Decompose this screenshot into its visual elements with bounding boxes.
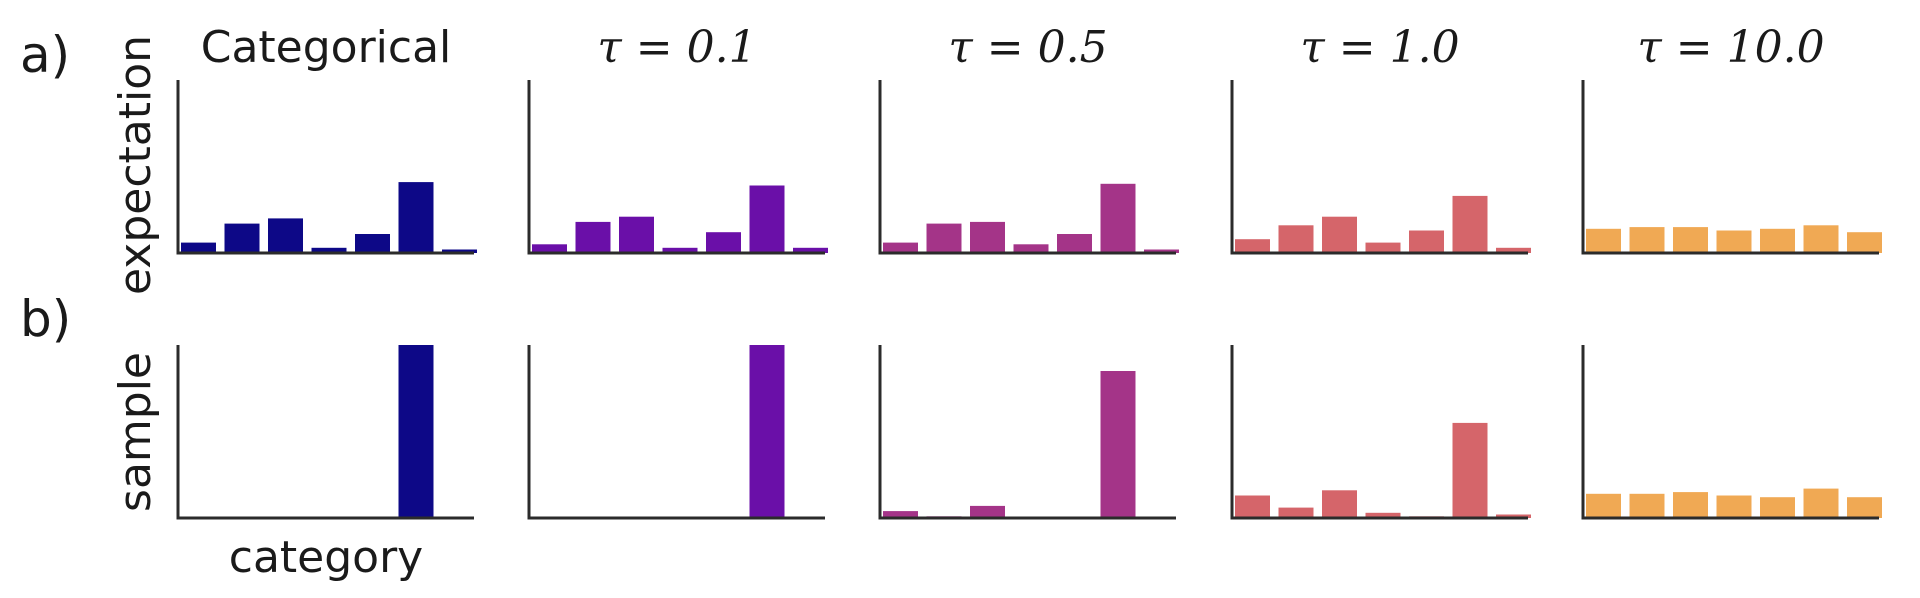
bar-panel-a-5 — [1581, 80, 1882, 255]
bar-panel-b-4 — [1230, 345, 1531, 520]
bar-6 — [749, 345, 785, 518]
bar-4 — [1716, 495, 1752, 518]
bar-1 — [1235, 239, 1270, 253]
bar-3 — [619, 216, 654, 253]
bar-4 — [1013, 244, 1049, 253]
bar-6 — [398, 345, 434, 518]
panel-title-tau-0-1: τ = 0.1 — [597, 22, 756, 73]
bar-3 — [1322, 490, 1357, 518]
bar-7 — [1496, 247, 1531, 253]
bar-6 — [1803, 488, 1839, 518]
bar-7 — [1847, 497, 1882, 518]
bar-7 — [1144, 249, 1179, 253]
bar-1 — [883, 511, 918, 518]
bar-6 — [1100, 183, 1136, 253]
row-label-a: a) — [20, 26, 70, 84]
panel-title-tau-10-0: τ = 10.0 — [1637, 22, 1824, 73]
bar-1 — [1586, 493, 1621, 518]
ylabel-sample: sample — [110, 352, 161, 512]
ylabel-expectation: expectation — [110, 35, 161, 295]
bar-1 — [181, 242, 216, 253]
bar-1 — [532, 244, 567, 253]
panel-title-tau-1-0: τ = 1.0 — [1300, 22, 1459, 73]
row-label-b: b) — [20, 290, 71, 348]
bar-1 — [1586, 228, 1621, 253]
bar-2 — [1629, 493, 1665, 518]
bar-3 — [1673, 227, 1708, 253]
bar-panel-b-1 — [176, 345, 474, 520]
bar-panel-a-1 — [176, 80, 477, 255]
bar-6 — [1803, 225, 1839, 253]
bar-2 — [575, 221, 611, 253]
panel-title-tau-0-5: τ = 0.5 — [948, 22, 1107, 73]
bar-1 — [883, 242, 918, 253]
bar-5 — [1409, 230, 1444, 253]
bar-4 — [662, 247, 698, 253]
bar-7 — [1496, 514, 1531, 518]
bar-3 — [970, 221, 1005, 253]
bar-panel-a-3 — [878, 80, 1179, 255]
bar-panel-b-5 — [1581, 345, 1882, 520]
panel-title-categorical: Categorical — [201, 22, 452, 73]
bar-3 — [970, 505, 1005, 518]
bar-3 — [1322, 216, 1357, 253]
bar-1 — [1235, 495, 1270, 518]
bar-panel-b-2 — [527, 345, 825, 520]
bar-4 — [311, 247, 347, 253]
bar-5 — [1760, 228, 1795, 253]
bar-4 — [1365, 242, 1401, 253]
bar-4 — [1365, 512, 1401, 518]
bar-6 — [1452, 422, 1488, 519]
bar-6 — [398, 182, 434, 253]
xlabel-category: category — [229, 532, 423, 583]
bar-2 — [1629, 227, 1665, 253]
bar-7 — [1847, 232, 1882, 253]
bar-5 — [1057, 234, 1092, 253]
bar-6 — [749, 185, 785, 253]
bar-2 — [1278, 507, 1314, 518]
bar-3 — [268, 218, 303, 253]
bar-5 — [706, 232, 741, 253]
bar-6 — [1452, 195, 1488, 253]
bar-panel-b-3 — [878, 345, 1176, 520]
bar-6 — [1100, 371, 1136, 518]
bar-7 — [793, 247, 828, 253]
bar-7 — [442, 249, 477, 253]
bar-2 — [224, 223, 260, 253]
bar-3 — [1673, 492, 1708, 518]
bar-2 — [926, 223, 962, 253]
bar-panel-a-2 — [527, 80, 828, 255]
bar-panel-a-4 — [1230, 80, 1531, 255]
bar-2 — [1278, 225, 1314, 253]
bar-5 — [1760, 497, 1795, 518]
bar-5 — [355, 234, 390, 253]
bar-4 — [1716, 230, 1752, 253]
